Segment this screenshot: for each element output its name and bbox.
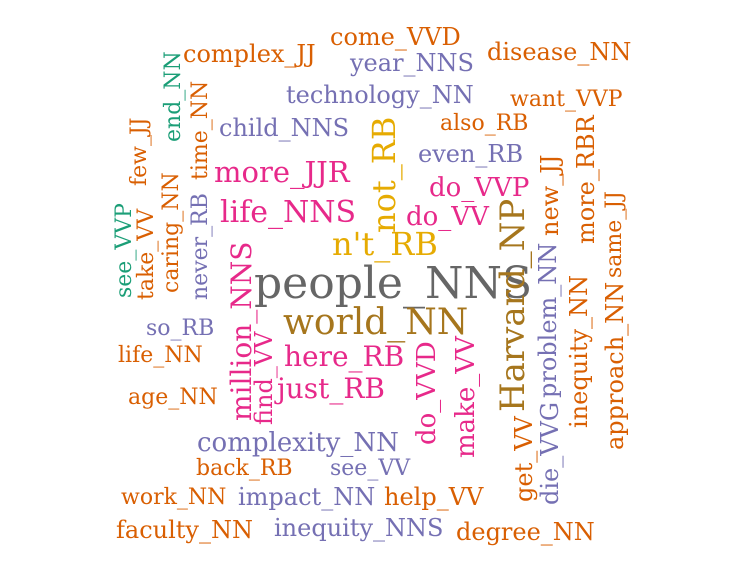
word-see-vv: see_VV bbox=[330, 456, 411, 481]
word-take-vv: take_VV bbox=[134, 208, 159, 300]
word-problem-nn: problem_NN bbox=[534, 242, 562, 398]
word-age-nn: age_NN bbox=[128, 385, 218, 410]
word-not-rb: not_RB bbox=[365, 116, 403, 233]
word-disease-nn: disease_NN bbox=[487, 38, 632, 66]
word-never-rb: never_RB bbox=[188, 193, 213, 300]
word-also-rb: also_RB bbox=[440, 111, 529, 136]
word-make-vv: make_VV bbox=[451, 336, 481, 458]
word-new-jj: new_JJ bbox=[536, 154, 564, 236]
word-complex-jj: complex_JJ bbox=[183, 40, 316, 68]
word-world-nn: world_NN bbox=[283, 302, 469, 343]
word-complexity-nn: complexity_NN bbox=[197, 428, 399, 458]
word-do-vvd: do_VVD bbox=[412, 341, 442, 445]
word-impact-nn: impact_NN bbox=[238, 483, 376, 511]
word-people-nns: people_NNS bbox=[254, 258, 533, 309]
word-same-jj: same_JJ bbox=[602, 191, 627, 278]
word-child-nns: child_NNS bbox=[219, 114, 350, 142]
word-approach-nn: approach_NN bbox=[601, 281, 629, 450]
word-see-vvp: see_VVP bbox=[112, 203, 137, 298]
word-come-vvd: come_VVD bbox=[330, 23, 461, 51]
word-nt-rb: n't_RB bbox=[332, 225, 438, 263]
word-degree-nn: degree_NN bbox=[456, 518, 595, 546]
word-do-vvp: do_VVP bbox=[429, 173, 530, 203]
word-want-vvp: want_VVP bbox=[510, 87, 623, 112]
word-just-rb: just_RB bbox=[277, 372, 385, 405]
word-find-vv: find_VV bbox=[250, 331, 278, 426]
word-caring-nn: caring_NN bbox=[159, 172, 184, 293]
word-get-vv: get_VV bbox=[510, 416, 538, 502]
word-back-rb: back_RB bbox=[196, 456, 293, 481]
word-technology-nn: technology_NN bbox=[286, 81, 474, 109]
word-help-vv: help_VV bbox=[384, 483, 484, 511]
word-inequity-nns: inequity_NNS bbox=[274, 514, 444, 542]
word-more-jjr: more_JJR bbox=[214, 155, 350, 189]
word-inequity-nn: inequity_NN bbox=[565, 274, 593, 428]
word-time-nn: time_NN bbox=[188, 80, 213, 180]
word-life-nn: life_NN bbox=[118, 343, 203, 368]
word-more-rbr: more_RBR bbox=[572, 115, 600, 244]
word-so-rb: so_RB bbox=[146, 316, 215, 341]
word-few-jj: few_JJ bbox=[127, 117, 152, 186]
word-even-rb: even_RB bbox=[418, 140, 524, 168]
word-work-nn: work_NN bbox=[121, 485, 227, 510]
word-here-rb: here_RB bbox=[284, 340, 405, 373]
word-do-vv: do_VV bbox=[406, 202, 489, 232]
word-end-nn: end_NN bbox=[161, 51, 186, 142]
word-faculty-nn: faculty_NN bbox=[116, 516, 253, 544]
word-year-nns: year_NNS bbox=[350, 49, 474, 77]
word-life-nns: life_NNS bbox=[220, 195, 357, 230]
word-die-vvg: die_VVG bbox=[536, 401, 564, 505]
word-harvard-np: Harvard_NP bbox=[493, 198, 533, 412]
